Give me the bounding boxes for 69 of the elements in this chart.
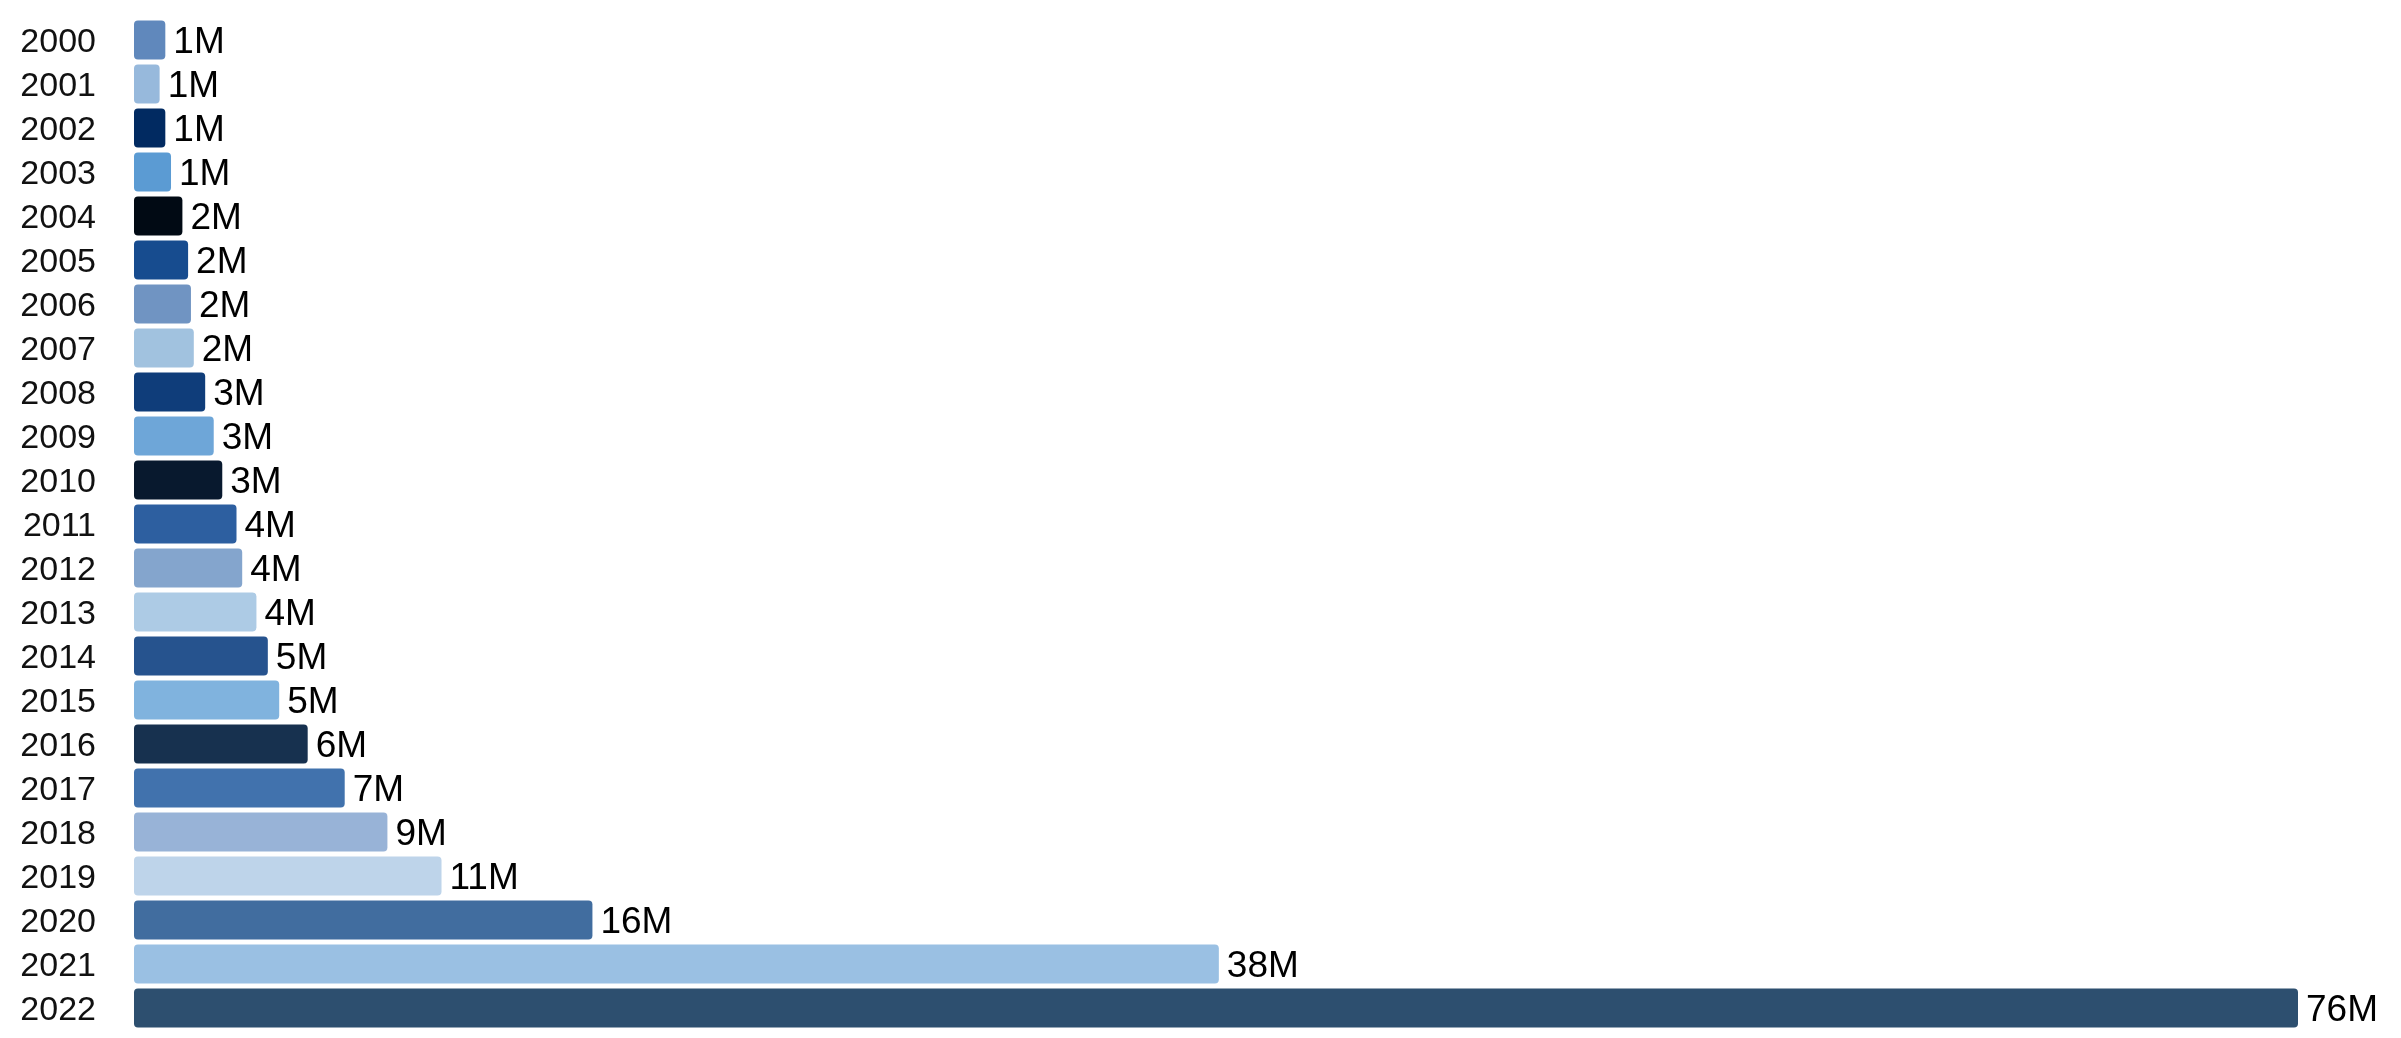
bar (134, 416, 214, 456)
y-tick-label: 2008 (20, 373, 96, 412)
bar (134, 372, 206, 412)
y-tick-label: 2011 (22, 505, 96, 544)
data-label: 11M (449, 855, 519, 897)
y-tick-label: 2012 (20, 549, 96, 588)
y-tick-label: 2017 (20, 769, 96, 808)
y-tick-label: 2020 (20, 901, 96, 940)
bar (134, 240, 189, 280)
bar (134, 504, 237, 544)
data-label: 2M (201, 327, 254, 369)
data-label: 7M (352, 767, 405, 809)
bar (134, 548, 243, 588)
data-label: 4M (244, 503, 296, 545)
data-label: 16M (600, 899, 673, 941)
data-label: 1M (179, 151, 231, 193)
y-tick-label: 2004 (20, 197, 96, 236)
bar (134, 900, 593, 940)
bar (134, 988, 2298, 1028)
data-label: 1M (167, 63, 220, 105)
bar (134, 152, 172, 192)
y-tick-label: 2006 (20, 285, 96, 324)
y-tick-label: 2001 (20, 65, 96, 104)
data-label: 3M (230, 459, 282, 501)
bar (134, 460, 223, 500)
bar (134, 328, 194, 368)
y-tick-label: 2019 (20, 857, 96, 896)
bar (134, 20, 166, 60)
y-tick-label: 2005 (20, 241, 96, 280)
bar (134, 64, 160, 104)
y-tick-label: 2010 (20, 461, 96, 500)
y-tick-label: 2015 (20, 681, 96, 720)
data-label: 2M (198, 283, 251, 325)
y-tick-label: 2022 (20, 989, 96, 1028)
data-label: 2M (196, 239, 248, 281)
data-label: 76M (2306, 987, 2378, 1029)
y-tick-label: 2000 (20, 21, 96, 60)
y-tick-label: 2009 (20, 417, 96, 456)
data-label: 5M (287, 679, 339, 721)
data-label: 1M (173, 107, 225, 149)
data-label: 4M (250, 547, 302, 589)
y-tick-label: 2007 (20, 329, 96, 368)
y-tick-label: 2018 (20, 813, 96, 852)
y-tick-label: 2016 (20, 725, 96, 764)
data-label: 3M (213, 371, 265, 413)
y-tick-label: 2003 (20, 153, 96, 192)
bar (134, 108, 166, 148)
bar (134, 812, 388, 852)
data-label: 6M (315, 723, 368, 765)
bar (134, 284, 191, 324)
bar (134, 944, 1219, 984)
data-label: 1M (173, 19, 225, 61)
bar (134, 724, 308, 764)
y-tick-label: 2021 (20, 945, 96, 984)
data-label: 4M (264, 591, 316, 633)
data-label: 5M (275, 635, 328, 677)
data-label: 38M (1226, 943, 1299, 985)
bar (134, 768, 345, 808)
bar (134, 856, 442, 896)
data-label: 3M (221, 415, 274, 457)
y-tick-label: 2002 (20, 109, 96, 148)
bar (134, 636, 268, 676)
data-label: 9M (395, 811, 447, 853)
y-tick-label: 2014 (20, 637, 96, 676)
bar (134, 680, 280, 720)
bar (134, 592, 257, 632)
y-tick-label: 2013 (20, 593, 96, 632)
bar (134, 196, 183, 236)
data-label: 2M (190, 195, 242, 237)
